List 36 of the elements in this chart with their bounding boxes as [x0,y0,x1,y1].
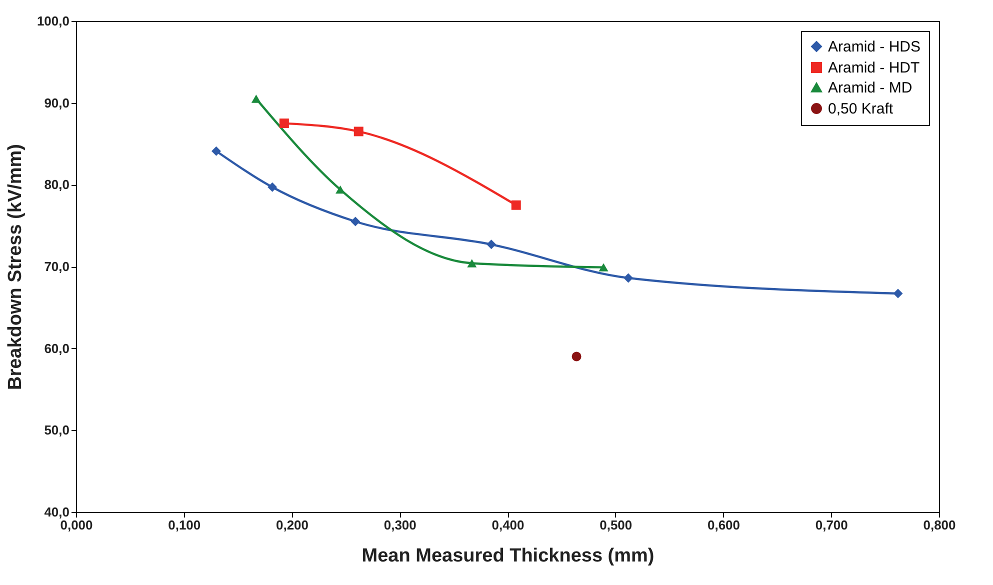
point [572,352,582,362]
point [598,263,608,272]
point [467,259,477,268]
legend-label: Aramid - HDS [828,38,921,56]
x-tick-label: 0,100 [168,518,201,532]
point [893,288,903,298]
point [486,240,496,250]
x-tick-label: 0,000 [60,518,93,532]
point [211,146,221,156]
legend-label: Aramid - HDT [828,60,920,76]
y-tick-label: 50,0 [44,422,70,438]
point [279,118,289,128]
x-tick-label: 0,500 [600,518,632,532]
y-tick-label: 40,0 [44,504,70,520]
y-tick-label: 90,0 [44,95,70,110]
y-axis-title: Breakdown Stress (kV/mm) [4,144,26,390]
y-tick-label: 60,0 [44,340,70,356]
point [624,273,634,283]
point [268,182,278,192]
x-axis-title: Mean Measured Thickness (mm) [362,546,654,566]
point [336,185,346,194]
legend-label: Aramid - MD [828,80,912,96]
y-tick-label: 100,0 [36,14,70,28]
y-tick-label: 70,0 [44,259,70,274]
point [251,94,261,103]
point [350,216,360,226]
x-tick-label: 0,300 [384,518,416,532]
x-tick-label: 0,400 [492,518,524,532]
point [354,126,364,136]
y-tick-label: 80,0 [44,177,70,192]
x-tick-label: 0,600 [707,518,740,532]
x-tick-label: 0,200 [276,518,309,532]
point [511,200,521,210]
x-tick-label: 0,700 [815,518,848,532]
x-tick-label: 0,800 [923,518,956,532]
legend-label: 0,50 Kraft [828,100,894,118]
